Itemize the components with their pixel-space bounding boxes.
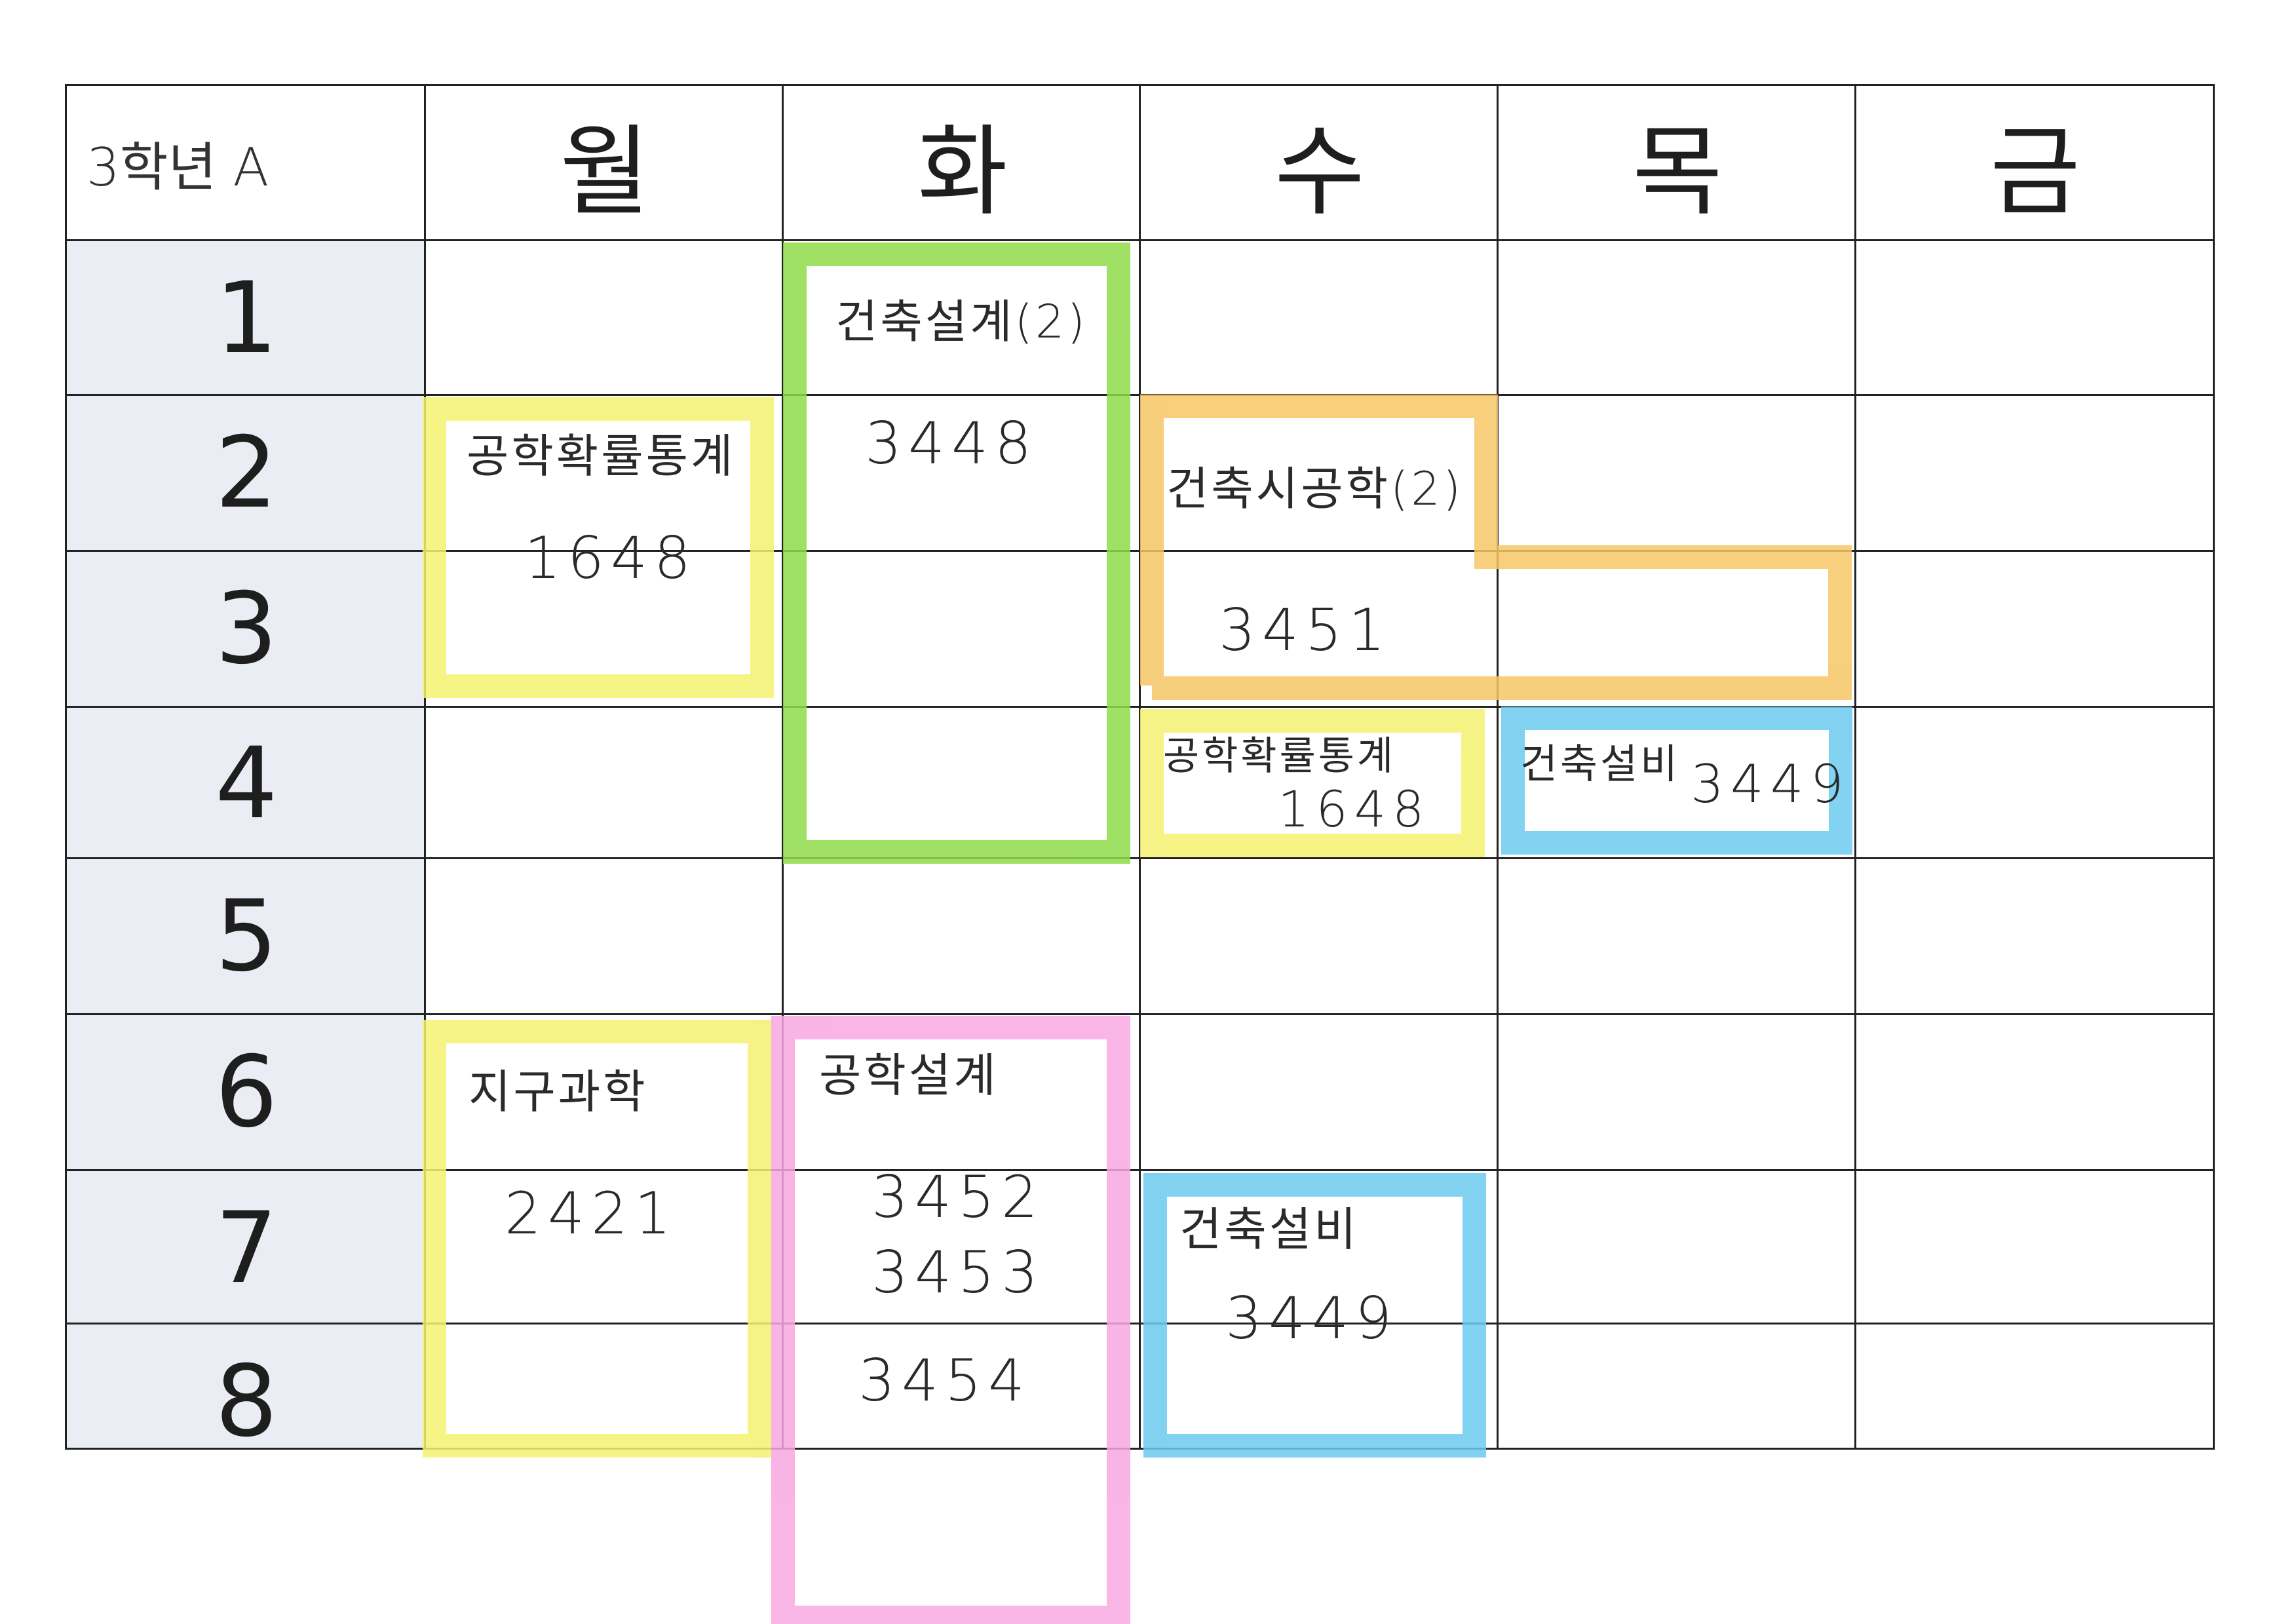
highlight-yellow-wed-4 xyxy=(1140,709,1485,857)
period-column-background xyxy=(67,241,426,1448)
entry-wed4-subject: 공학확률통계 xyxy=(1163,733,1396,779)
period-8: 8 xyxy=(215,1344,278,1459)
day-header-fri: 금 xyxy=(1989,115,2080,229)
highlight-yellow-mon-6-8 xyxy=(423,1020,771,1458)
entry-tue6-room-2: 3453 xyxy=(871,1239,1044,1306)
highlight-orange xyxy=(1140,395,1852,700)
period-5: 5 xyxy=(215,879,278,994)
entry-mon-subject: 공학확률통계 xyxy=(467,429,736,483)
entry-wed4-room: 1648 xyxy=(1278,780,1431,838)
entry-tue6-room-3: 3454 xyxy=(858,1347,1031,1414)
highlight-blue-wed-7-8 xyxy=(1143,1173,1486,1458)
highlight-blue-thu-4 xyxy=(1501,706,1852,855)
period-6: 6 xyxy=(215,1035,278,1150)
entry-tue-subject: 건축설계(2) xyxy=(835,295,1088,349)
entry-tue-room: 3448 xyxy=(865,410,1038,477)
entry-wed-room: 3451 xyxy=(1219,596,1392,664)
day-header-tue: 화 xyxy=(917,115,1008,229)
period-7: 7 xyxy=(215,1191,278,1305)
entry-wed-subject: 건축시공학(2) xyxy=(1166,462,1464,516)
entry-wed7-subject: 건축설비 xyxy=(1179,1203,1359,1256)
entry-wed7-room: 3449 xyxy=(1225,1285,1398,1352)
class-label: 3학년 A xyxy=(86,137,269,198)
timetable-grid: 3학년 A 월 화 수 목 금 1 2 3 4 5 6 7 8 xyxy=(65,84,2215,1459)
period-4: 4 xyxy=(215,726,278,841)
day-header-thu: 목 xyxy=(1632,115,1723,229)
day-header-wed: 수 xyxy=(1274,115,1365,229)
entry-mon6-subject: 지구과학 xyxy=(469,1065,648,1119)
period-2: 2 xyxy=(215,416,278,530)
highlight-yellow-mon-2-3 xyxy=(423,397,774,698)
entry-thu4-room: 3449 xyxy=(1691,754,1850,815)
period-1: 1 xyxy=(215,261,278,376)
highlight-green xyxy=(783,242,1130,864)
entry-tue6-room-1: 3452 xyxy=(871,1163,1044,1231)
entry-mon-room: 1648 xyxy=(524,524,697,592)
period-3: 3 xyxy=(215,571,278,686)
entry-thu4-subject: 건축설비 xyxy=(1520,740,1681,788)
day-header-mon: 월 xyxy=(559,115,650,229)
entry-mon6-room: 2421 xyxy=(505,1180,678,1247)
entry-tue6-subject: 공학설계 xyxy=(819,1049,999,1102)
highlight-pink xyxy=(771,1016,1130,1624)
